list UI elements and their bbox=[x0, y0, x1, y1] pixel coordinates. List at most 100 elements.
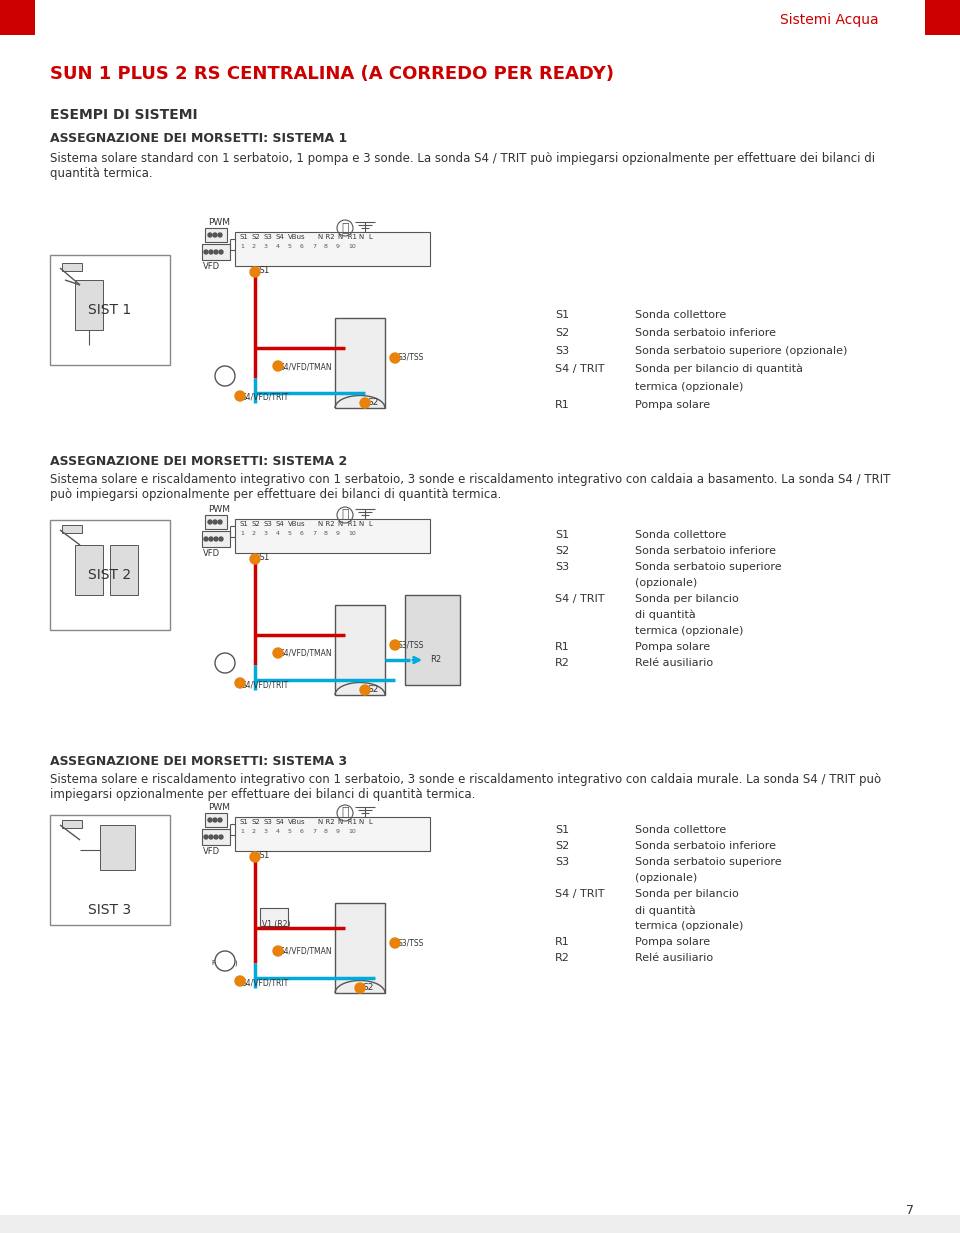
Text: 7: 7 bbox=[906, 1203, 914, 1217]
Text: 5: 5 bbox=[288, 531, 292, 536]
Text: N R2: N R2 bbox=[318, 522, 335, 526]
Text: SIST 2: SIST 2 bbox=[88, 568, 132, 582]
Text: Sonda serbatoio superiore: Sonda serbatoio superiore bbox=[635, 562, 781, 572]
Bar bbox=[235, 519, 430, 552]
Circle shape bbox=[214, 250, 218, 254]
Text: Pompa solare: Pompa solare bbox=[635, 937, 710, 947]
Text: N  R1: N R1 bbox=[338, 819, 357, 825]
Text: Sonda serbatoio inferiore: Sonda serbatoio inferiore bbox=[635, 546, 776, 556]
Text: VBus: VBus bbox=[288, 819, 305, 825]
Text: S1: S1 bbox=[240, 819, 249, 825]
Text: R1: R1 bbox=[555, 937, 569, 947]
Text: 8: 8 bbox=[324, 829, 328, 834]
Text: L: L bbox=[368, 522, 372, 526]
Text: SUN 1 PLUS 2 RS CENTRALINA (A CORREDO PER READY): SUN 1 PLUS 2 RS CENTRALINA (A CORREDO PE… bbox=[50, 65, 614, 83]
Text: (opzionale): (opzionale) bbox=[635, 873, 697, 883]
Text: 1: 1 bbox=[240, 244, 244, 249]
Text: Relé ausiliario: Relé ausiliario bbox=[635, 953, 713, 963]
Bar bbox=[235, 232, 430, 266]
Circle shape bbox=[213, 817, 217, 822]
Text: P1 (R1): P1 (R1) bbox=[212, 959, 238, 967]
Text: Sistema solare e riscaldamento integrativo con 1 serbatoio, 3 sonde e riscaldame: Sistema solare e riscaldamento integrati… bbox=[50, 473, 890, 501]
Text: ASSEGNAZIONE DEI MORSETTI: SISTEMA 3: ASSEGNAZIONE DEI MORSETTI: SISTEMA 3 bbox=[50, 755, 348, 768]
Text: VFD: VFD bbox=[203, 847, 220, 856]
Text: ASSEGNAZIONE DEI MORSETTI: SISTEMA 1: ASSEGNAZIONE DEI MORSETTI: SISTEMA 1 bbox=[50, 132, 348, 145]
Text: 7: 7 bbox=[312, 531, 316, 536]
Text: 4: 4 bbox=[276, 829, 280, 834]
Text: S4/VFD/TMAN: S4/VFD/TMAN bbox=[280, 363, 332, 371]
Circle shape bbox=[390, 353, 400, 363]
Text: R2: R2 bbox=[555, 953, 570, 963]
Circle shape bbox=[219, 835, 223, 838]
Text: S3/TSS: S3/TSS bbox=[397, 640, 423, 649]
Text: R1: R1 bbox=[221, 377, 229, 383]
Text: S2: S2 bbox=[367, 686, 378, 694]
Text: Sistemi Acqua: Sistemi Acqua bbox=[780, 14, 878, 27]
Text: 3: 3 bbox=[264, 829, 268, 834]
Bar bbox=[235, 817, 430, 851]
Text: 2: 2 bbox=[252, 244, 256, 249]
Text: N  R1: N R1 bbox=[338, 522, 357, 526]
Text: S4: S4 bbox=[276, 234, 285, 240]
Text: 2: 2 bbox=[252, 531, 256, 536]
Text: 1: 1 bbox=[240, 829, 244, 834]
Text: L: L bbox=[368, 234, 372, 240]
Bar bbox=[50, 520, 170, 630]
Text: R2: R2 bbox=[430, 655, 442, 665]
Text: ASSEGNAZIONE DEI MORSETTI: SISTEMA 2: ASSEGNAZIONE DEI MORSETTI: SISTEMA 2 bbox=[50, 455, 348, 469]
Bar bbox=[925, 0, 960, 35]
Text: Sonda per bilancio: Sonda per bilancio bbox=[635, 594, 739, 604]
Text: 8: 8 bbox=[324, 531, 328, 536]
Text: 4: 4 bbox=[276, 244, 280, 249]
Text: SIST 3: SIST 3 bbox=[88, 903, 132, 917]
Text: S3: S3 bbox=[555, 857, 569, 867]
Circle shape bbox=[213, 520, 217, 524]
Bar bbox=[205, 515, 227, 529]
Text: ⏚: ⏚ bbox=[341, 806, 348, 820]
Circle shape bbox=[209, 538, 213, 541]
Text: 6: 6 bbox=[300, 244, 304, 249]
Text: S3: S3 bbox=[264, 234, 273, 240]
Text: (opzionale): (opzionale) bbox=[635, 578, 697, 588]
Text: Sonda collettore: Sonda collettore bbox=[635, 825, 727, 835]
Circle shape bbox=[219, 538, 223, 541]
Text: R1: R1 bbox=[555, 399, 569, 411]
Text: S2: S2 bbox=[362, 983, 373, 993]
Circle shape bbox=[208, 520, 212, 524]
Bar bbox=[335, 903, 385, 993]
Text: Pompa solare: Pompa solare bbox=[635, 399, 710, 411]
Text: S3: S3 bbox=[264, 819, 273, 825]
Text: Sistema solare e riscaldamento integrativo con 1 serbatoio, 3 sonde e riscaldame: Sistema solare e riscaldamento integrati… bbox=[50, 773, 881, 801]
Text: 9: 9 bbox=[336, 829, 340, 834]
Text: Sonda collettore: Sonda collettore bbox=[635, 530, 727, 540]
Bar bbox=[0, 0, 35, 35]
Text: S4: S4 bbox=[276, 819, 285, 825]
Bar bbox=[110, 545, 138, 596]
Circle shape bbox=[215, 366, 235, 386]
Text: S2: S2 bbox=[555, 841, 569, 851]
Text: S1: S1 bbox=[555, 530, 569, 540]
Text: S4/VFD/TRIT: S4/VFD/TRIT bbox=[242, 393, 289, 402]
Text: PWM: PWM bbox=[208, 803, 230, 813]
Circle shape bbox=[204, 538, 208, 541]
Circle shape bbox=[273, 361, 283, 371]
Text: S1: S1 bbox=[555, 825, 569, 835]
Circle shape bbox=[219, 250, 223, 254]
Text: N: N bbox=[358, 819, 363, 825]
Text: S2: S2 bbox=[555, 328, 569, 338]
Circle shape bbox=[273, 649, 283, 658]
Text: Sonda serbatoio superiore (opzionale): Sonda serbatoio superiore (opzionale) bbox=[635, 346, 848, 356]
Text: S3: S3 bbox=[264, 522, 273, 526]
Bar bbox=[75, 545, 103, 596]
Bar bbox=[202, 829, 230, 845]
Circle shape bbox=[360, 398, 370, 408]
Text: VBus: VBus bbox=[288, 522, 305, 526]
Text: 2: 2 bbox=[252, 829, 256, 834]
Text: 10: 10 bbox=[348, 829, 356, 834]
Circle shape bbox=[208, 817, 212, 822]
Text: SIST 1: SIST 1 bbox=[88, 303, 132, 317]
Text: S3: S3 bbox=[555, 346, 569, 356]
Circle shape bbox=[214, 538, 218, 541]
Circle shape bbox=[235, 678, 245, 688]
Text: N R2: N R2 bbox=[318, 234, 335, 240]
